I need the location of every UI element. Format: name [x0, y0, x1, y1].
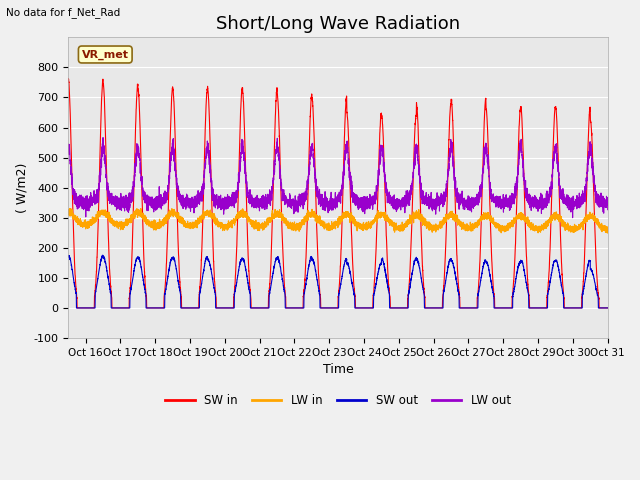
LW in — [604, 226, 612, 231]
SW in — [163, 261, 170, 266]
LW in — [604, 230, 611, 236]
SW in — [508, 305, 516, 311]
Line: LW in: LW in — [68, 209, 608, 233]
LW in — [467, 225, 475, 231]
LW in — [508, 220, 516, 226]
SW in — [73, 305, 81, 311]
SW out — [467, 305, 475, 311]
Title: Short/Long Wave Radiation: Short/Long Wave Radiation — [216, 15, 460, 33]
LW out — [604, 207, 612, 213]
Text: VR_met: VR_met — [82, 49, 129, 60]
LW in — [415, 216, 423, 222]
LW in — [388, 218, 396, 224]
SW out — [508, 305, 516, 311]
LW in — [271, 209, 278, 215]
LW out — [467, 204, 475, 209]
Line: SW in: SW in — [68, 79, 608, 308]
Line: LW out: LW out — [68, 138, 608, 218]
LW in — [65, 210, 72, 216]
SW in — [388, 305, 396, 311]
LW out — [99, 135, 107, 141]
LW out — [415, 172, 423, 178]
LW in — [163, 216, 170, 222]
SW in — [65, 76, 72, 82]
LW in — [67, 206, 74, 212]
LW out — [569, 215, 577, 221]
SW out — [388, 305, 396, 311]
LW out — [271, 169, 278, 175]
SW out — [99, 252, 106, 258]
SW out — [65, 254, 72, 260]
SW in — [604, 305, 612, 311]
Legend: SW in, LW in, SW out, LW out: SW in, LW in, SW out, LW out — [161, 389, 516, 411]
Text: No data for f_Net_Rad: No data for f_Net_Rad — [6, 7, 121, 18]
SW out — [271, 262, 278, 267]
Y-axis label: ( W/m2): ( W/m2) — [15, 163, 28, 213]
SW out — [604, 305, 612, 311]
SW in — [415, 160, 423, 166]
X-axis label: Time: Time — [323, 363, 353, 376]
SW in — [271, 138, 278, 144]
LW out — [388, 195, 396, 201]
SW out — [415, 264, 423, 270]
LW out — [65, 144, 72, 150]
SW out — [72, 305, 80, 311]
SW out — [163, 282, 170, 288]
Line: SW out: SW out — [68, 255, 608, 308]
LW out — [508, 194, 516, 200]
SW in — [467, 305, 475, 311]
LW out — [163, 194, 170, 200]
